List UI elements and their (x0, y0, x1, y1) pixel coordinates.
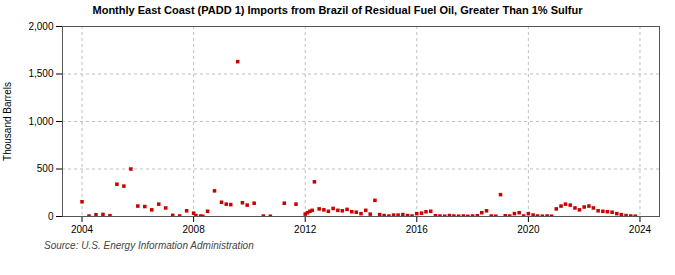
html-text:Source: U.S. Energy Informatio: Source: U.S. Energy Information Administ… (44, 240, 254, 251)
html-text:Monthly East Coast (PADD 1) Im: Monthly East Coast (PADD 1) Imports from… (92, 4, 583, 16)
svg-text:2024: 2024 (629, 224, 652, 235)
svg-text:2,000: 2,000 (28, 21, 53, 32)
svg-text:1,000: 1,000 (28, 116, 53, 127)
svg-text:2016: 2016 (406, 224, 429, 235)
svg-text:Thousand Barrels: Thousand Barrels (2, 82, 13, 161)
svg-text:2008: 2008 (182, 224, 205, 235)
svg-text:500: 500 (37, 163, 54, 174)
svg-text:2004: 2004 (71, 224, 94, 235)
svg-text:1,500: 1,500 (28, 68, 53, 79)
svg-text:2012: 2012 (294, 224, 317, 235)
svg-text:0: 0 (48, 211, 54, 222)
svg-text:2020: 2020 (517, 224, 540, 235)
